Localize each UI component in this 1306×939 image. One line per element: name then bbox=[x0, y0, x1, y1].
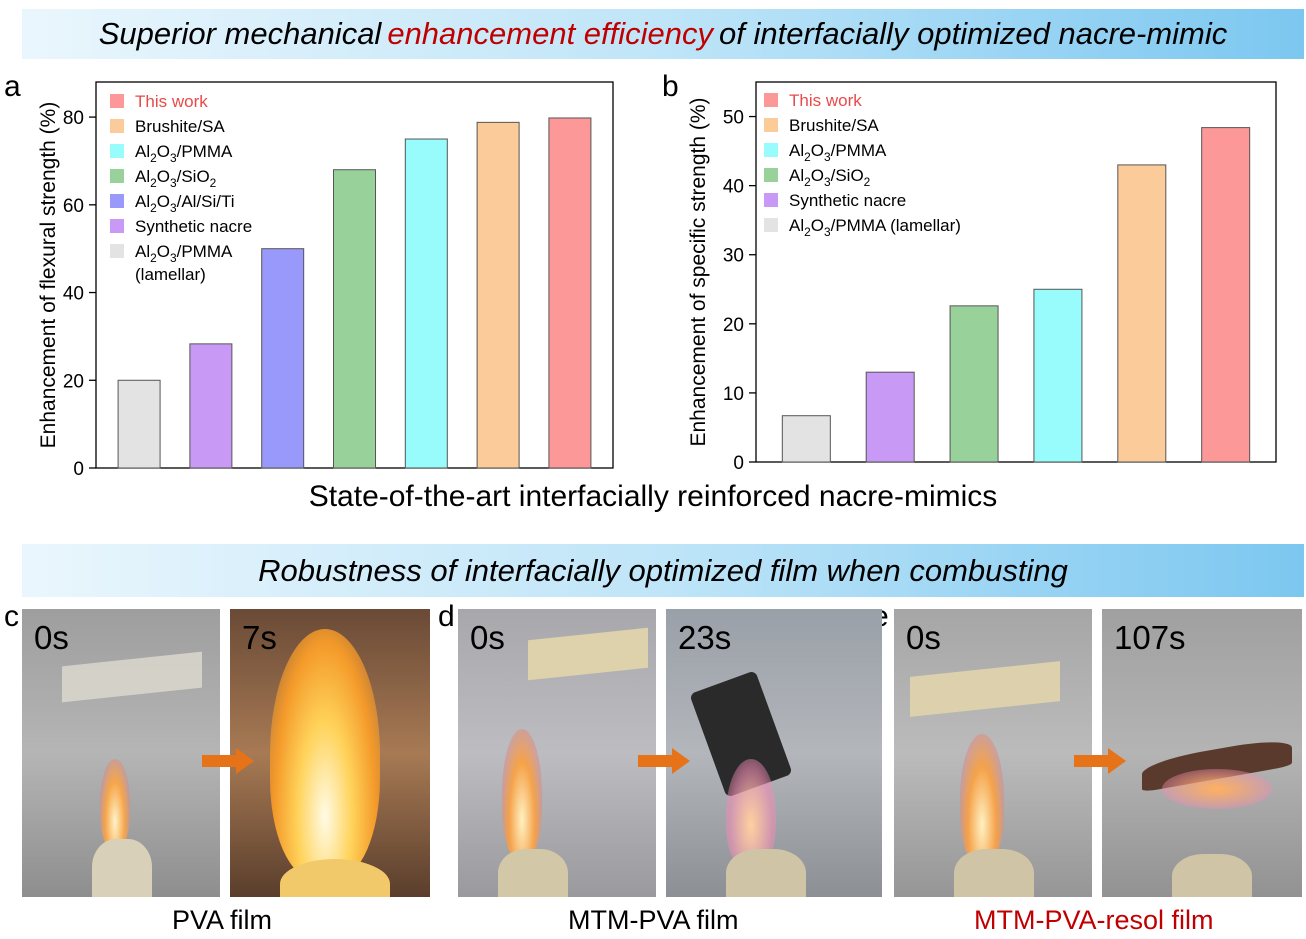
y-tick-label: 60 bbox=[63, 196, 84, 217]
panel-label-c: c bbox=[4, 600, 19, 633]
y-tick-label: 30 bbox=[723, 246, 744, 267]
panel-label-b: b bbox=[662, 70, 679, 103]
legend-swatch bbox=[110, 219, 124, 233]
legend-entry: Brushite/SA bbox=[789, 116, 879, 135]
panel-label-a: a bbox=[4, 70, 21, 103]
legend-entry: Synthetic nacre bbox=[789, 191, 906, 210]
legend-entry-continued: (lamellar) bbox=[135, 265, 206, 284]
bar bbox=[865, 371, 915, 463]
flame bbox=[100, 759, 130, 849]
photo-time-label: 0s bbox=[906, 619, 941, 656]
title-banner-bottom: Robustness of interfacially optimized fi… bbox=[22, 544, 1304, 597]
photo-pva-7s: 7s bbox=[230, 609, 430, 897]
burner bbox=[954, 849, 1034, 897]
legend-entry: Al2O3/SiO2 bbox=[135, 167, 217, 190]
burner bbox=[92, 839, 152, 897]
photo-resol-0s: 0s bbox=[894, 609, 1092, 897]
flame bbox=[270, 629, 380, 879]
film-sample bbox=[910, 661, 1060, 717]
legend-swatch bbox=[110, 119, 124, 133]
bar bbox=[261, 248, 305, 469]
y-tick-label: 40 bbox=[63, 284, 84, 305]
bar bbox=[1033, 288, 1083, 463]
caption-mtm-pva-resol-film: MTM-PVA-resol film bbox=[974, 905, 1214, 935]
flame bbox=[1162, 769, 1272, 809]
bar bbox=[404, 138, 448, 469]
legend-entry: Brushite/SA bbox=[135, 117, 225, 136]
arrow-right-icon bbox=[202, 748, 254, 774]
bar bbox=[117, 379, 161, 469]
bar bbox=[333, 169, 376, 469]
y-tick-label: 80 bbox=[63, 108, 84, 129]
bar bbox=[1117, 164, 1167, 463]
legend-swatch bbox=[110, 169, 124, 183]
bar bbox=[1201, 127, 1251, 463]
legend-entry: Al2O3/SiO2 bbox=[789, 166, 871, 189]
chart-b-specific-strength: 0 10 20 30 40 50 Enhancement of specific stren… bbox=[687, 81, 1277, 474]
photo-time-label: 23s bbox=[678, 619, 732, 656]
y-tick-label: 0 bbox=[733, 453, 744, 474]
burner bbox=[726, 849, 806, 897]
legend-entry: Al2O3/PMMA bbox=[135, 242, 233, 265]
y-tick-label: 40 bbox=[723, 177, 744, 198]
legend-entry: This work bbox=[135, 92, 208, 111]
legend-swatch bbox=[764, 143, 778, 157]
y-tick-label: 50 bbox=[723, 108, 744, 129]
legend-swatch bbox=[764, 93, 778, 107]
y-tick-label: 20 bbox=[723, 315, 744, 336]
photo-resol-107s: 107s bbox=[1102, 609, 1302, 897]
legend-swatch bbox=[764, 218, 778, 232]
photo-mtm-pva-23s: 23s bbox=[666, 609, 882, 897]
arrow-right-icon bbox=[1074, 748, 1126, 774]
legend-swatch bbox=[110, 194, 124, 208]
legend-entry: Al2O3/PMMA (lamellar) bbox=[789, 216, 961, 239]
legend-swatch bbox=[764, 193, 778, 207]
arrow-right-icon bbox=[638, 748, 690, 774]
photo-time-label: 0s bbox=[470, 619, 505, 656]
legend-swatch bbox=[110, 144, 124, 158]
caption-pva-film: PVA film bbox=[172, 905, 273, 935]
banner-top-prefix: Superior mechanical bbox=[98, 16, 382, 51]
shared-x-axis-label: State-of-the-art interfacially reinforce… bbox=[308, 480, 998, 513]
photo-pva-0s: 0s bbox=[22, 609, 220, 897]
bar bbox=[476, 121, 520, 469]
plot-frame bbox=[755, 81, 1277, 463]
photo-time-label: 107s bbox=[1114, 619, 1186, 656]
y-axis-label: Enhancement of flexural strength (%) bbox=[37, 102, 60, 449]
film-sample bbox=[62, 651, 202, 703]
y-tick-label: 0 bbox=[73, 459, 84, 480]
legend-swatch bbox=[764, 118, 778, 132]
burner bbox=[498, 849, 568, 897]
flame bbox=[960, 734, 1004, 864]
legend-entry: Al2O3/PMMA bbox=[135, 142, 233, 165]
legend-entry: This work bbox=[789, 91, 862, 110]
legend-entry: Al2O3/Al/Si/Ti bbox=[135, 192, 235, 215]
bar bbox=[781, 415, 831, 463]
legend-swatch bbox=[110, 244, 124, 258]
photo-mtm-pva-0s: 0s bbox=[458, 609, 656, 897]
burner bbox=[280, 859, 390, 897]
flame bbox=[502, 729, 542, 859]
legend-swatch bbox=[764, 168, 778, 182]
y-axis-label: Enhancement of specific strength (%) bbox=[687, 97, 710, 446]
photo-time-label: 7s bbox=[242, 619, 277, 656]
banner-top-suffix: of interfacially optimized nacre-mimic bbox=[719, 16, 1228, 51]
film-sample bbox=[528, 627, 648, 681]
bar bbox=[189, 343, 233, 469]
banner-top-highlight: enhancement efficiency bbox=[387, 16, 714, 51]
photo-time-label: 0s bbox=[34, 619, 69, 656]
legend-swatch bbox=[110, 94, 124, 108]
panel-label-d: d bbox=[438, 600, 455, 633]
bar bbox=[548, 117, 592, 469]
burner bbox=[1172, 854, 1252, 897]
y-tick-label: 10 bbox=[723, 384, 744, 405]
legend-entry: Synthetic nacre bbox=[135, 217, 252, 236]
y-tick-label: 20 bbox=[63, 371, 84, 392]
title-banner-top: Superior mechanical enhancement efficien… bbox=[22, 9, 1304, 59]
caption-mtm-pva-film: MTM-PVA film bbox=[568, 905, 739, 935]
bar bbox=[949, 305, 999, 463]
legend-entry: Al2O3/PMMA bbox=[789, 141, 887, 164]
